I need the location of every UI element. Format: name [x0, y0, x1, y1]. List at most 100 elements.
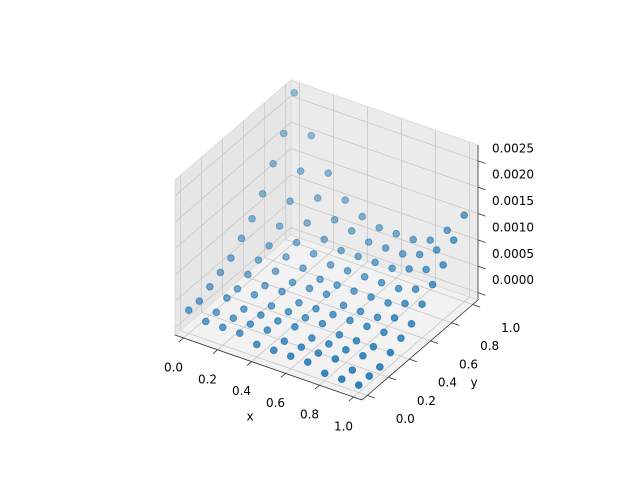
point	[331, 355, 340, 363]
point	[237, 234, 246, 243]
point	[246, 320, 255, 328]
point	[432, 246, 441, 254]
point	[329, 310, 337, 319]
point	[258, 190, 267, 198]
point	[354, 381, 363, 389]
grid-line	[264, 257, 452, 324]
point	[212, 308, 221, 317]
point	[216, 268, 225, 277]
point	[411, 285, 420, 294]
x-tick-label: 0.4	[232, 384, 251, 398]
z-tick-label: 0.0025	[492, 141, 534, 155]
point	[325, 340, 333, 348]
point	[347, 227, 356, 235]
z-tick-label: 0.0005	[492, 247, 534, 261]
point	[348, 366, 357, 374]
grid-line	[174, 148, 292, 249]
grid-line	[290, 121, 479, 188]
point	[250, 290, 259, 299]
point	[394, 284, 403, 293]
point	[337, 246, 345, 255]
point	[320, 369, 329, 378]
point	[261, 281, 269, 290]
point	[248, 214, 256, 223]
grid-line	[243, 275, 431, 342]
grid-line	[353, 296, 470, 398]
grid-line	[285, 273, 402, 374]
point	[367, 293, 375, 301]
point	[278, 287, 286, 296]
point	[286, 197, 294, 206]
point	[369, 342, 378, 351]
point	[449, 236, 458, 244]
grid-line	[201, 311, 389, 378]
point	[313, 194, 322, 202]
point	[401, 299, 409, 308]
axis-line	[361, 299, 479, 401]
point	[339, 301, 348, 310]
point	[341, 196, 350, 204]
point	[307, 131, 316, 140]
point	[335, 331, 344, 339]
point	[257, 311, 265, 319]
point	[409, 235, 418, 244]
point	[318, 319, 327, 328]
point	[227, 254, 235, 262]
tick-mark	[388, 376, 396, 381]
point	[284, 308, 293, 316]
point	[244, 270, 252, 279]
tick-mark	[477, 265, 486, 270]
point	[223, 294, 231, 302]
point	[291, 323, 299, 331]
grid-line	[180, 330, 368, 396]
point	[240, 305, 248, 313]
point	[265, 241, 273, 250]
z-tick-label: 0.0015	[492, 194, 534, 208]
point	[342, 346, 350, 354]
point	[381, 244, 390, 252]
point	[418, 300, 426, 309]
grid-line	[319, 284, 436, 386]
grid-line	[174, 121, 292, 223]
x-tick-label: 0.8	[300, 408, 319, 422]
grid-line	[290, 95, 479, 162]
point	[195, 297, 204, 305]
point	[397, 334, 405, 343]
point	[443, 226, 452, 235]
point	[330, 215, 339, 224]
tick-mark	[367, 395, 375, 399]
point	[269, 346, 278, 355]
y-tick-label: 0.8	[480, 339, 499, 353]
point	[312, 304, 320, 313]
point	[206, 282, 214, 291]
point	[354, 252, 362, 261]
point	[292, 238, 301, 247]
point	[373, 313, 382, 322]
point	[252, 340, 261, 349]
tick-mark	[477, 160, 486, 164]
tick-mark	[348, 396, 354, 402]
point	[326, 261, 335, 269]
point	[279, 129, 288, 138]
point	[360, 272, 369, 281]
point	[303, 219, 311, 227]
tick-mark	[477, 186, 486, 191]
point	[352, 336, 361, 345]
point	[235, 329, 244, 338]
point	[274, 317, 282, 325]
point	[254, 256, 263, 264]
point	[358, 212, 367, 221]
point	[288, 278, 297, 287]
grid-line	[290, 200, 479, 267]
y-tick-label: 0.0	[396, 412, 415, 426]
x-tick-label: 0.0	[164, 360, 183, 374]
x-tick-label: 0.2	[198, 372, 217, 386]
point	[218, 323, 227, 332]
point	[267, 302, 276, 310]
x-tick-label: 1.0	[334, 420, 353, 434]
grid-line	[251, 261, 368, 362]
y-axis-label: y	[470, 376, 477, 390]
point	[295, 298, 303, 307]
tick-mark	[477, 239, 486, 243]
point	[388, 264, 396, 273]
